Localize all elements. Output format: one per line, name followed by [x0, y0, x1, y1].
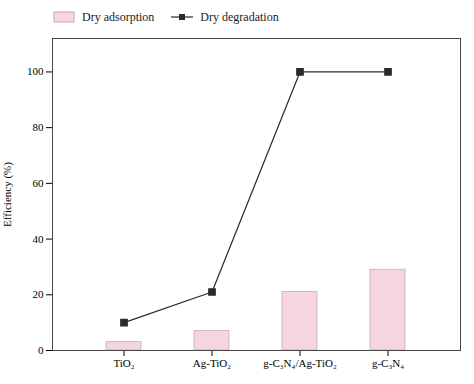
svg-text:0: 0 [38, 344, 44, 356]
svg-text:Efficiency (%): Efficiency (%) [1, 162, 14, 227]
svg-text:60: 60 [33, 177, 45, 189]
html-text:Dry degradation: Dry degradation [200, 9, 279, 24]
svg-text:g-C₃N₄: g-C₃N₄ [372, 357, 404, 369]
svg-text:80: 80 [33, 121, 45, 133]
svg-text:20: 20 [33, 288, 45, 300]
svg-text:100: 100 [27, 65, 44, 77]
svg-text:Ag-TiO₂: Ag-TiO₂ [193, 357, 231, 369]
svg-text:40: 40 [33, 233, 45, 245]
html-text:Dry adsorption: Dry adsorption [82, 9, 155, 24]
svg-text:TiO₂: TiO₂ [113, 357, 134, 369]
svg-text:g-C₃N₄/Ag-TiO₂: g-C₃N₄/Ag-TiO₂ [263, 357, 337, 369]
